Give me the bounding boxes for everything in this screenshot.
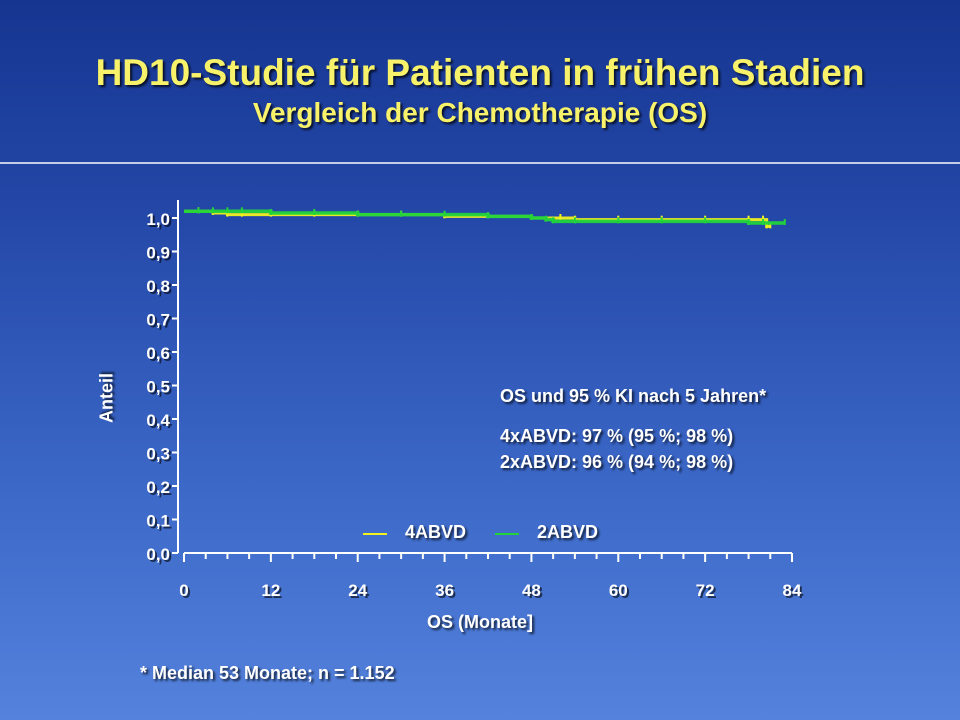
legend-label-4abvd: 4ABVD xyxy=(405,522,467,542)
x-tick-label: 24 xyxy=(348,581,367,600)
y-tick-label-shadow: 0,6 xyxy=(148,346,172,365)
x-tick-label: 72 xyxy=(696,581,715,600)
y-tick-label: 1,0 xyxy=(146,210,170,229)
y-tick-label-shadow: 0,0 xyxy=(148,547,172,566)
x-tick-label-shadow: 0 xyxy=(181,583,190,602)
x-tick-label-shadow: 60 xyxy=(611,583,630,602)
x-tick-label: 36 xyxy=(435,581,454,600)
annotation-title: OS und 95 % KI nach 5 Jahren* xyxy=(500,386,767,406)
y-tick-label: 0,2 xyxy=(146,478,170,497)
x-axis-label: OS (Monate] xyxy=(427,612,533,632)
x-tick-label-shadow: 48 xyxy=(524,583,543,602)
x-tick-label-shadow: 24 xyxy=(350,583,369,602)
legend-label-2abvd: 2ABVD xyxy=(537,522,599,542)
y-tick-label-shadow: 0,4 xyxy=(148,413,172,432)
x-tick-label: 48 xyxy=(522,581,541,600)
y-tick-label: 0,5 xyxy=(146,378,170,397)
x-tick-label: 84 xyxy=(783,581,802,600)
y-tick-label-shadow: 0,7 xyxy=(148,313,172,332)
y-tick-label: 0,0 xyxy=(146,545,170,564)
series-line-2abvd xyxy=(184,209,785,225)
y-tick-label-shadow: 0,2 xyxy=(148,480,172,499)
annotation-line-2xabvd: 2xABVD: 96 % (94 %; 98 %) xyxy=(500,452,734,472)
x-tick-label: 0 xyxy=(179,581,188,600)
y-axis-label: Anteil xyxy=(96,372,117,424)
annotation-line-4xabvd: 4xABVD: 97 % (95 %; 98 %) xyxy=(500,426,734,446)
y-tick-label-shadow: 0,9 xyxy=(148,246,172,265)
y-tick-label: 0,7 xyxy=(146,311,170,330)
y-tick-label-shadow: 1,0 xyxy=(148,212,172,231)
page-title: HD10-Studie für Patienten in frühen Stad… xyxy=(95,52,865,93)
y-tick-label: 0,6 xyxy=(146,344,170,363)
footnote: * Median 53 Monate; n = 1.152 xyxy=(140,663,395,683)
x-tick-label-shadow: 36 xyxy=(437,583,456,602)
x-tick-label-shadow: 84 xyxy=(785,583,804,602)
y-tick-label: 0,3 xyxy=(146,445,170,464)
x-tick-label-shadow: 12 xyxy=(263,583,282,602)
title-divider xyxy=(0,162,960,164)
y-tick-label-shadow: 0,5 xyxy=(148,380,172,399)
x-tick-label: 60 xyxy=(609,581,628,600)
y-tick-label-shadow: 0,8 xyxy=(148,279,172,298)
page-subtitle: Vergleich der Chemotherapie (OS) xyxy=(252,97,708,128)
y-tick-label: 0,9 xyxy=(146,244,170,263)
y-tick-label-shadow: 0,3 xyxy=(148,447,172,466)
y-tick-label-shadow: 0,1 xyxy=(148,514,172,533)
legend-swatch-2abvd xyxy=(495,533,519,535)
legend-swatch-4abvd xyxy=(363,533,387,535)
x-tick-label-shadow: 72 xyxy=(698,583,717,602)
y-tick-label: 0,1 xyxy=(146,512,170,531)
y-tick-label: 0,4 xyxy=(146,411,170,430)
y-tick-label: 0,8 xyxy=(146,277,170,296)
x-tick-label: 12 xyxy=(261,581,280,600)
